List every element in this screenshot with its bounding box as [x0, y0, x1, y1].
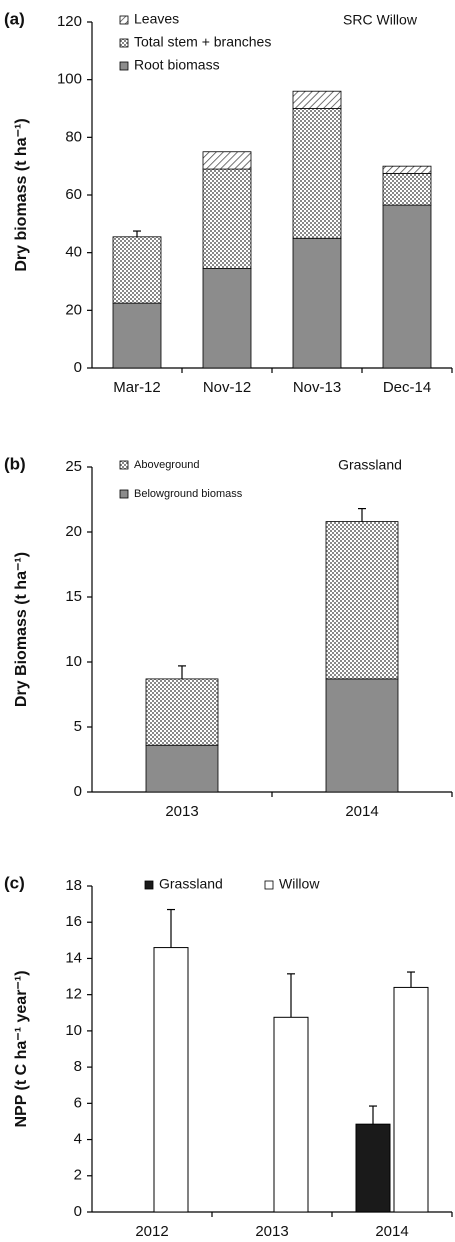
y-tick-label: 14 — [65, 949, 82, 966]
y-tick-label: 10 — [65, 653, 82, 670]
y-axis-title: Dry biomass (t ha⁻¹) — [13, 118, 30, 271]
y-tick-label: 20 — [65, 523, 82, 540]
y-tick-label: 120 — [57, 13, 82, 30]
bar — [153, 947, 189, 1213]
legend-swatch — [119, 489, 129, 499]
y-tick-label: 4 — [74, 1131, 82, 1148]
bar-segment — [382, 204, 432, 369]
bar-segment — [202, 268, 252, 369]
y-tick-label: 100 — [57, 71, 82, 88]
bar-segment — [112, 236, 162, 304]
y-tick-label: 5 — [74, 718, 82, 735]
bar-segment — [292, 90, 342, 109]
legend-label: Willow — [279, 876, 320, 892]
x-tick-label: Mar-12 — [113, 379, 161, 396]
bar-segment — [112, 302, 162, 369]
x-tick-label: 2012 — [135, 1223, 168, 1240]
y-tick-label: 60 — [65, 186, 82, 203]
x-tick-label: 2013 — [165, 803, 198, 820]
chart-title: Grassland — [338, 457, 402, 473]
x-tick-label: Nov-12 — [203, 379, 251, 396]
bar — [273, 1016, 309, 1213]
legend-label: Grassland — [159, 876, 223, 892]
panel-label: (a) — [4, 9, 25, 28]
y-axis-title: Dry Biomass (t ha⁻¹) — [13, 552, 30, 707]
y-tick-label: 12 — [65, 986, 82, 1003]
bar-segment — [292, 237, 342, 369]
y-tick-label: 6 — [74, 1094, 82, 1111]
legend-swatch — [119, 15, 129, 25]
y-tick-label: 15 — [65, 588, 82, 605]
bar — [355, 1123, 391, 1213]
legend-swatch — [119, 61, 129, 71]
chart-title: SRC Willow — [343, 12, 418, 28]
bar-segment — [145, 678, 219, 746]
y-tick-label: 0 — [74, 783, 82, 800]
bar-segment — [382, 165, 432, 174]
y-tick-label: 80 — [65, 128, 82, 145]
x-tick-label: 2013 — [255, 1223, 288, 1240]
x-tick-label: 2014 — [345, 803, 378, 820]
legend-swatch — [264, 880, 274, 890]
x-tick-label: Dec-14 — [383, 379, 431, 396]
panel-label: (b) — [4, 454, 26, 473]
y-tick-label: 20 — [65, 301, 82, 318]
legend-swatch — [119, 460, 129, 470]
bar — [393, 986, 429, 1213]
bar-segment — [382, 172, 432, 206]
legend-label: Total stem + branches — [134, 34, 271, 50]
bar-segment — [325, 678, 399, 793]
y-axis-title: NPP (t C ha⁻¹ year⁻¹) — [13, 970, 30, 1127]
legend-swatch — [119, 38, 129, 48]
y-tick-label: 40 — [65, 244, 82, 261]
x-tick-label: 2014 — [375, 1223, 408, 1240]
y-tick-label: 25 — [65, 458, 82, 475]
bar-segment — [292, 108, 342, 239]
x-tick-label: Nov-13 — [293, 379, 341, 396]
y-tick-label: 0 — [74, 359, 82, 376]
y-tick-label: 2 — [74, 1167, 82, 1184]
bar-segment — [145, 744, 219, 793]
legend-label: Root biomass — [134, 57, 220, 73]
y-tick-label: 0 — [74, 1203, 82, 1220]
legend-swatch — [144, 880, 154, 890]
y-tick-label: 18 — [65, 877, 82, 894]
y-tick-label: 16 — [65, 913, 82, 930]
bar-segment — [325, 521, 399, 680]
legend-label: Leaves — [134, 11, 179, 27]
bar-segment — [202, 168, 252, 269]
legend-label: Belowground biomass — [134, 488, 243, 500]
legend-label: Aboveground — [134, 459, 199, 471]
y-tick-label: 10 — [65, 1022, 82, 1039]
bar-segment — [202, 151, 252, 170]
y-tick-label: 8 — [74, 1058, 82, 1075]
panel-label: (c) — [4, 873, 25, 892]
